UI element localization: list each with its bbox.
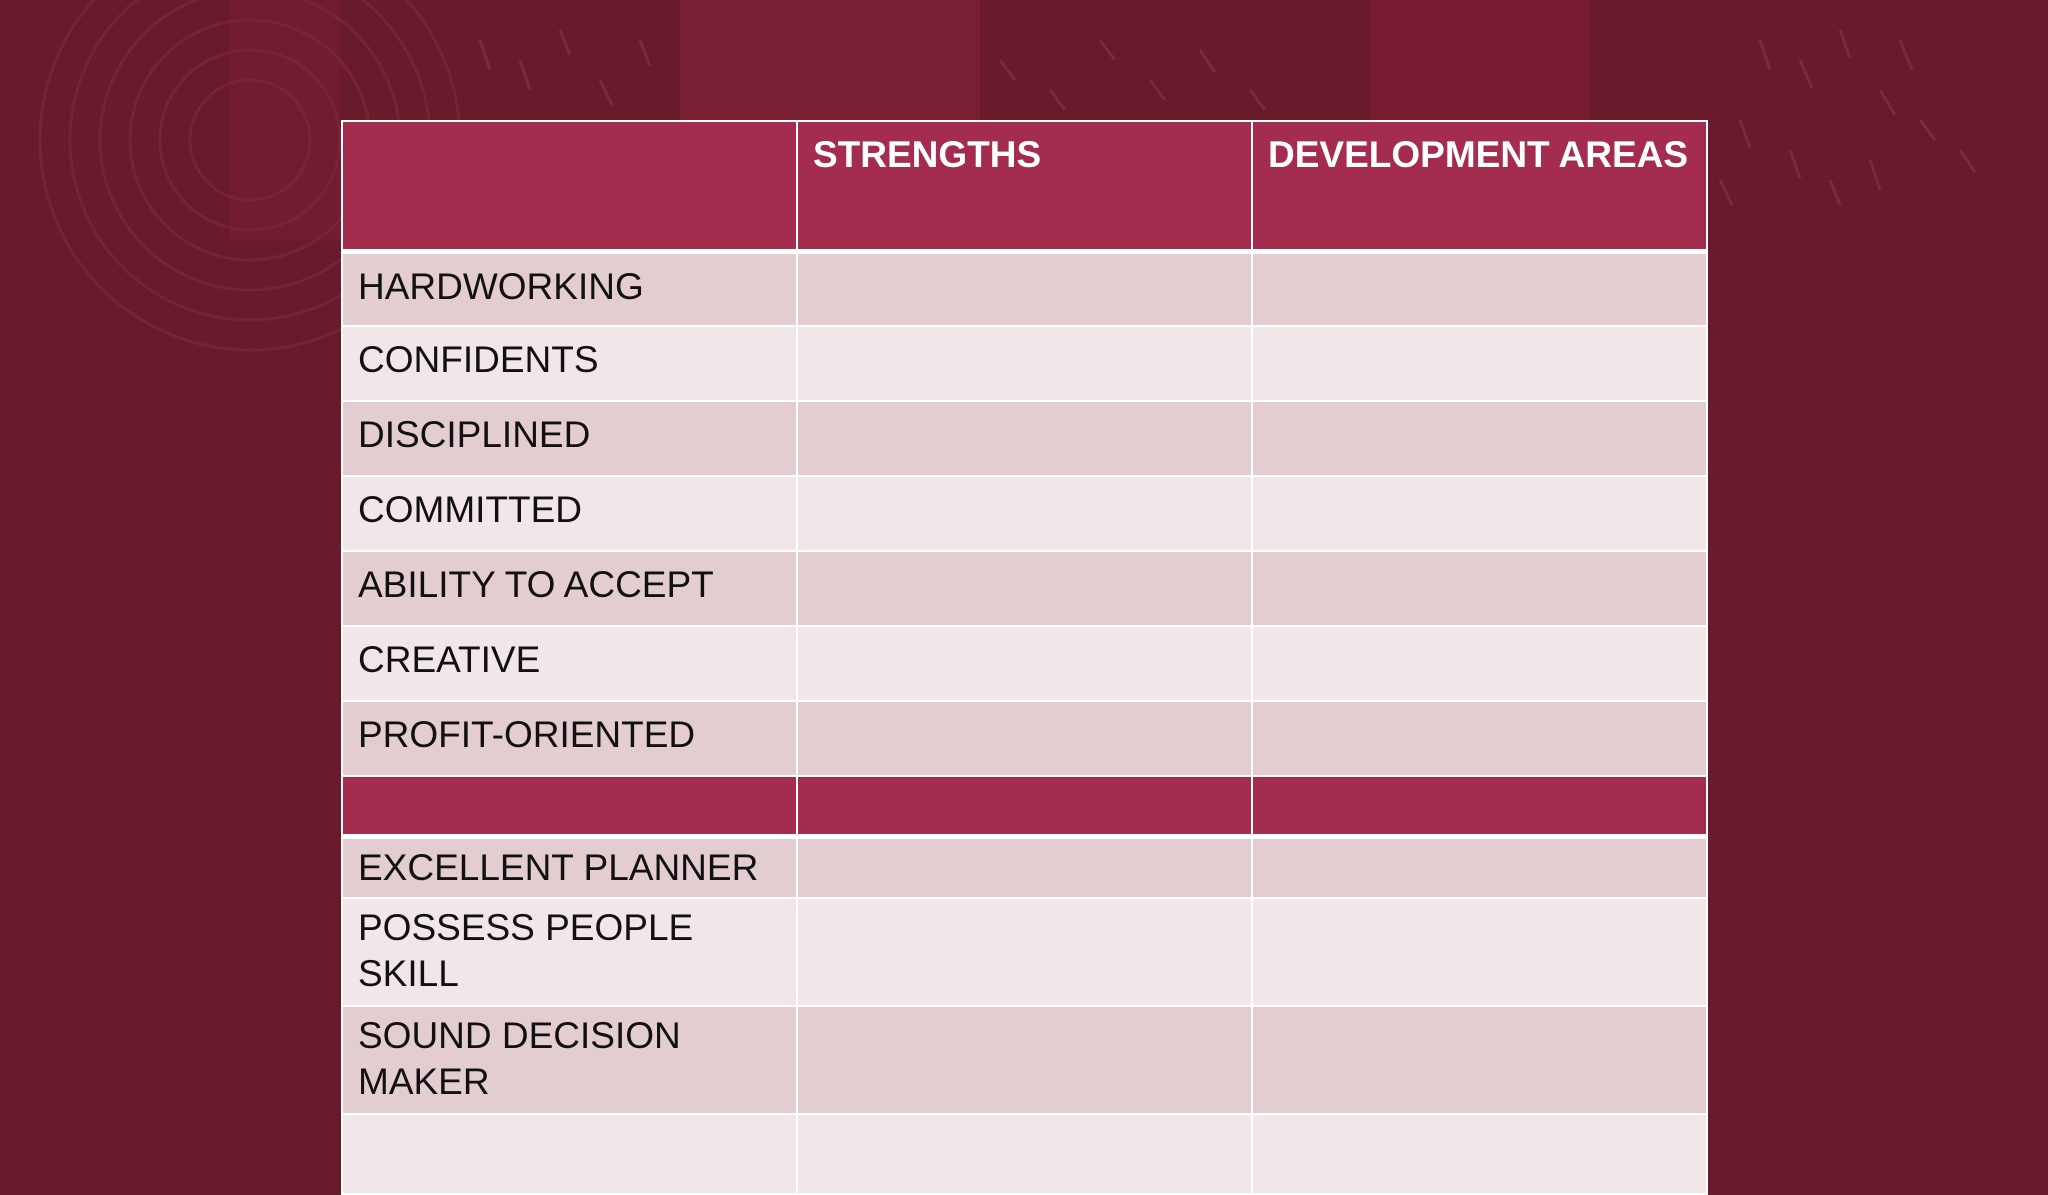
separator-cell (341, 775, 798, 839)
development-cell[interactable] (1251, 1113, 1708, 1195)
row-label: CREATIVE (341, 625, 798, 702)
table-row: ABILITY TO ACCEPT (341, 550, 1708, 627)
development-cell[interactable] (1251, 897, 1708, 1007)
row-label: DISCIPLINED (341, 400, 798, 477)
strengths-table: STRENGTHS DEVELOPMENT AREAS HARDWORKING … (341, 120, 1708, 1195)
development-cell[interactable] (1251, 1005, 1708, 1115)
table-row: CONFIDENTS (341, 325, 1708, 402)
strengths-cell[interactable] (796, 700, 1253, 777)
strengths-cell[interactable] (796, 250, 1253, 327)
strengths-cell[interactable] (796, 475, 1253, 552)
separator-cell (1251, 775, 1708, 839)
development-cell[interactable] (1251, 700, 1708, 777)
strengths-cell[interactable] (796, 550, 1253, 627)
table-row: SOUND DECISION MAKER (341, 1005, 1708, 1115)
header-strengths: STRENGTHS (796, 120, 1253, 254)
strengths-cell[interactable] (796, 1113, 1253, 1195)
table-row: EXCELLENT PLANNER (341, 835, 1708, 899)
row-label: COMMITTED (341, 475, 798, 552)
table-row: COMMITTED (341, 475, 1708, 552)
row-label: HARDWORKING (341, 250, 798, 327)
table-row (341, 1113, 1708, 1195)
header-row: STRENGTHS DEVELOPMENT AREAS (341, 120, 1708, 254)
table-row: HARDWORKING (341, 250, 1708, 327)
row-label: POSSESS PEOPLE SKILL (341, 897, 798, 1007)
strengths-cell[interactable] (796, 1005, 1253, 1115)
strengths-cell[interactable] (796, 625, 1253, 702)
strengths-cell[interactable] (796, 325, 1253, 402)
table-row: DISCIPLINED (341, 400, 1708, 477)
separator-cell (796, 775, 1253, 839)
table-row: POSSESS PEOPLE SKILL (341, 897, 1708, 1007)
row-label: EXCELLENT PLANNER (341, 835, 798, 899)
strengths-cell[interactable] (796, 835, 1253, 899)
row-label: PROFIT-ORIENTED (341, 700, 798, 777)
development-cell[interactable] (1251, 400, 1708, 477)
strengths-cell[interactable] (796, 897, 1253, 1007)
row-label: ABILITY TO ACCEPT (341, 550, 798, 627)
header-development-areas: DEVELOPMENT AREAS (1251, 120, 1708, 254)
development-cell[interactable] (1251, 835, 1708, 899)
development-cell[interactable] (1251, 625, 1708, 702)
header-cell-empty (341, 120, 798, 254)
table-row: CREATIVE (341, 625, 1708, 702)
table-row: PROFIT-ORIENTED (341, 700, 1708, 777)
row-label: CONFIDENTS (341, 325, 798, 402)
development-cell[interactable] (1251, 325, 1708, 402)
row-label (341, 1113, 798, 1195)
development-cell[interactable] (1251, 250, 1708, 327)
section-separator-row (341, 775, 1708, 839)
strengths-cell[interactable] (796, 400, 1253, 477)
development-cell[interactable] (1251, 475, 1708, 552)
development-cell[interactable] (1251, 550, 1708, 627)
row-label: SOUND DECISION MAKER (341, 1005, 798, 1115)
